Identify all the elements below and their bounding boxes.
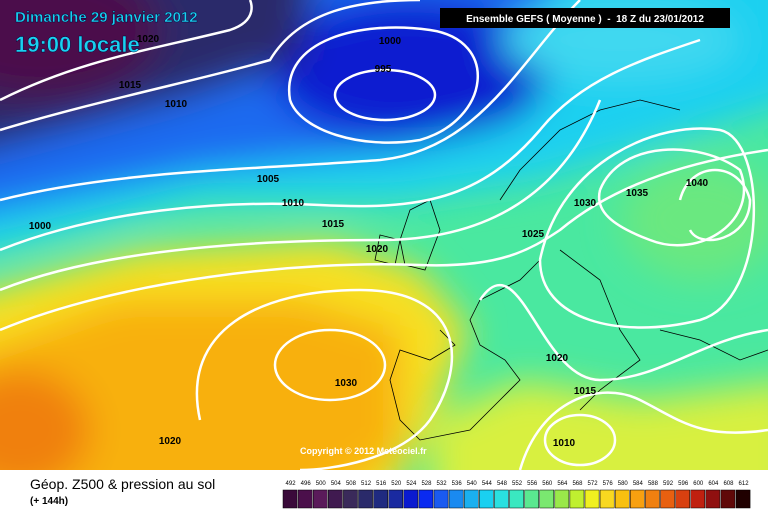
scale-label: 544 xyxy=(482,481,493,487)
scale-swatch xyxy=(479,489,494,509)
scale-swatch xyxy=(433,489,449,509)
scale-swatch xyxy=(720,489,736,509)
scale-swatch xyxy=(328,489,343,509)
scale-label: 564 xyxy=(557,481,568,487)
isobar-label: 1030 xyxy=(574,198,597,209)
scale-label: 596 xyxy=(678,481,689,487)
scale-swatch xyxy=(630,489,645,509)
scale-label: 500 xyxy=(316,481,327,487)
scale-swatch xyxy=(343,489,358,509)
isobar-label: 1035 xyxy=(626,188,649,199)
scale-swatch xyxy=(584,489,600,509)
scale-label: 576 xyxy=(603,481,614,487)
scale-swatch xyxy=(599,489,615,509)
color-scale: 492 496 500 504 508 512 516 520 524 528 532 536 540 5… xyxy=(282,481,751,509)
date-label: Dimanche 29 janvier 2012 xyxy=(15,9,198,26)
scale-swatch xyxy=(297,489,313,509)
isobar-label: 1020 xyxy=(137,34,160,45)
scale-label: 572 xyxy=(588,481,599,487)
isobar-labels: 1020 1015 1010 1000 995 1005 1010 1015 1020 1000 1… xyxy=(29,34,709,449)
isobars xyxy=(0,0,768,470)
legend-lead: (+ 144h) xyxy=(30,496,68,507)
scale-label: 548 xyxy=(497,481,508,487)
scale-swatch xyxy=(569,489,585,509)
scale-label: 608 xyxy=(723,481,734,487)
isobar-label: 1020 xyxy=(159,436,182,447)
scale-label: 556 xyxy=(527,481,538,487)
scale-swatch xyxy=(554,489,570,509)
scale-label: 520 xyxy=(391,481,402,487)
isobar-label: 1010 xyxy=(282,198,305,209)
scale-label: 504 xyxy=(331,481,342,487)
scale-label: 604 xyxy=(708,481,719,487)
scale-swatch xyxy=(282,489,298,509)
model-label: Ensemble GEFS ( Moyenne ) - 18 Z du 23/0… xyxy=(466,14,704,25)
scale-label: 588 xyxy=(648,481,659,487)
scale-label: 580 xyxy=(618,481,629,487)
isobar-label: 1020 xyxy=(366,244,389,255)
scale-swatch xyxy=(660,489,675,509)
scale-label: 496 xyxy=(301,481,312,487)
copyright: Copyright © 2012 Meteociel.fr xyxy=(300,446,427,456)
scale-swatch xyxy=(373,489,388,509)
scale-label: 568 xyxy=(572,481,583,487)
isobar-label: 1000 xyxy=(379,36,402,47)
isobar-label: 1040 xyxy=(686,178,709,189)
scale-swatch xyxy=(403,489,419,509)
scale-swatch xyxy=(614,489,630,509)
scale-swatch xyxy=(312,489,328,509)
scale-label: 512 xyxy=(361,481,372,487)
scale-swatch xyxy=(463,489,479,509)
isobar-label: 1005 xyxy=(257,174,280,185)
isobar-label: 1015 xyxy=(322,219,345,230)
isobar-label: 1015 xyxy=(574,386,597,397)
scale-label: 612 xyxy=(739,481,750,487)
scale-swatch xyxy=(675,489,690,509)
isobar-label: 1025 xyxy=(522,229,545,240)
isobar-label: 1010 xyxy=(553,438,576,449)
legend-title: Géop. Z500 & pression au sol xyxy=(30,476,215,492)
scale-swatch xyxy=(735,489,751,509)
scale-swatch xyxy=(448,489,464,509)
isobar-label: 1030 xyxy=(335,378,358,389)
scale-label: 584 xyxy=(633,481,644,487)
isobar-label: 995 xyxy=(375,64,392,75)
scale-swatch xyxy=(539,489,555,509)
scale-label: 552 xyxy=(512,481,523,487)
isobar-label: 1000 xyxy=(29,221,52,232)
scale-label: 536 xyxy=(452,481,463,487)
model-box xyxy=(440,8,730,28)
time-label: 19:00 locale xyxy=(15,32,140,57)
isobar-label: 1015 xyxy=(119,80,142,91)
scale-swatch xyxy=(418,489,434,509)
scale-swatch xyxy=(388,489,404,509)
scale-swatch xyxy=(494,489,509,509)
scale-label: 600 xyxy=(693,481,704,487)
isobar-label: 1020 xyxy=(546,353,569,364)
scale-swatch xyxy=(524,489,539,509)
scale-label: 524 xyxy=(406,481,417,487)
scale-swatch xyxy=(645,489,660,509)
scale-label: 528 xyxy=(421,481,432,487)
scale-label: 532 xyxy=(437,481,448,487)
scale-label: 516 xyxy=(376,481,387,487)
scale-label: 592 xyxy=(663,481,674,487)
scale-label: 508 xyxy=(346,481,357,487)
scale-swatch xyxy=(509,489,524,509)
scale-swatch xyxy=(705,489,721,509)
scale-swatch xyxy=(358,489,373,509)
scale-label: 560 xyxy=(542,481,553,487)
isobar-label: 1010 xyxy=(165,99,188,110)
scale-label: 492 xyxy=(286,481,297,487)
scale-swatch xyxy=(690,489,706,509)
scale-label: 540 xyxy=(467,481,478,487)
